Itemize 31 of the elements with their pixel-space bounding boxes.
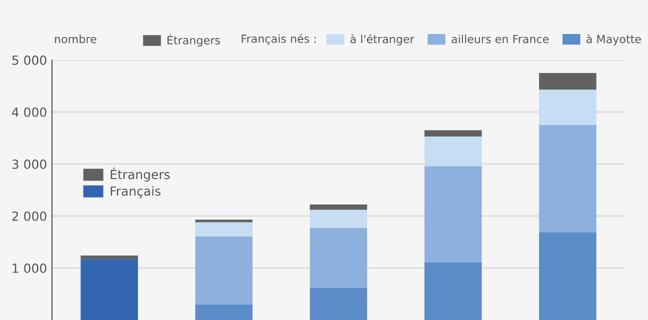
legend-label: à Mayotte <box>586 34 641 46</box>
bar <box>80 259 138 320</box>
y-tick-label: 5 000 <box>12 55 46 65</box>
legend-label: à l'étranger <box>350 34 414 46</box>
y-axis-title: nombre <box>55 34 96 44</box>
bar <box>80 256 138 260</box>
legend-label: Étrangers <box>110 167 170 182</box>
text: Étrangers <box>168 34 220 47</box>
legend-title: Français nés : <box>242 34 316 45</box>
bar <box>424 136 482 166</box>
bar <box>195 222 253 236</box>
legend-label: ailleurs en France <box>452 34 549 44</box>
bar <box>539 90 596 125</box>
bar <box>539 232 596 320</box>
bar <box>195 220 253 222</box>
bar <box>195 236 253 304</box>
y-tick-label: 3 000 <box>12 159 46 169</box>
bar <box>310 204 368 210</box>
bar <box>424 130 482 136</box>
y-tick-label: 1 000 <box>12 263 46 273</box>
bar <box>310 288 368 320</box>
bar <box>539 125 596 232</box>
bar <box>195 304 253 320</box>
bar <box>310 228 368 288</box>
bar <box>310 210 368 228</box>
bar <box>424 166 482 262</box>
y-tick-label: 2 000 <box>12 211 46 221</box>
legend-label: Français <box>110 186 160 198</box>
bar <box>539 73 596 90</box>
y-tick-label: 4 000 <box>12 107 46 117</box>
bar <box>424 262 482 320</box>
